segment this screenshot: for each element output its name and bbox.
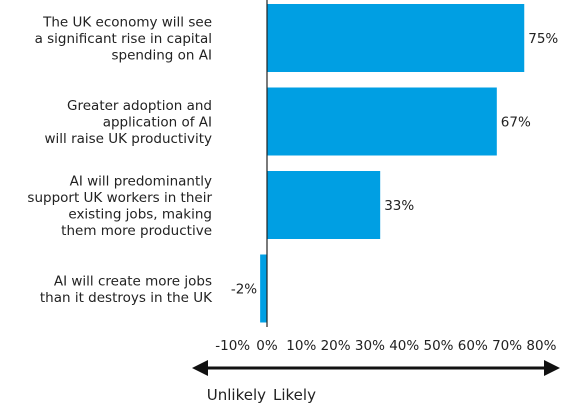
category-label-line: AI will predominantly <box>70 173 212 189</box>
category-label-line: support UK workers in their <box>27 190 212 206</box>
x-tick-label: 80% <box>526 338 556 354</box>
bar <box>267 87 497 156</box>
x-tick-label: 60% <box>458 338 488 354</box>
arrow-right-head <box>544 360 560 376</box>
category-label-line: will raise UK productivity <box>44 131 212 147</box>
x-tick-label: 10% <box>286 338 316 354</box>
bar <box>260 254 267 323</box>
bars-group <box>260 4 525 323</box>
x-tick-labels: -10% 0% 10% 20% 30% 40% 50% 60% 70% 80% <box>215 338 556 354</box>
value-labels: 75% 67% 33% -2% <box>231 31 559 298</box>
value-label: 33% <box>384 198 414 214</box>
arrow-left-head <box>192 360 208 376</box>
value-label: 75% <box>528 31 558 47</box>
category-label-line: spending on AI <box>111 48 212 64</box>
category-labels: The UK economy will see a significant ris… <box>27 15 213 306</box>
likely-label: Likely <box>273 386 316 404</box>
category-label: The UK economy will see a significant ris… <box>35 15 212 64</box>
x-tick-label: 50% <box>423 338 453 354</box>
category-label-line: The UK economy will see <box>42 15 212 31</box>
category-label: AI will predominantly support UK workers … <box>27 173 212 239</box>
direction-arrow <box>192 360 560 376</box>
unlikely-label: Unlikely <box>207 386 266 404</box>
category-label-line: existing jobs, making <box>68 206 212 222</box>
category-label-line: a significant rise in capital <box>35 31 212 47</box>
x-tick-label: -10% <box>215 338 250 354</box>
bar <box>267 171 381 239</box>
category-label-line: AI will create more jobs <box>54 273 212 289</box>
category-label: Greater adoption and application of AI wil… <box>44 98 212 147</box>
bar <box>267 4 525 72</box>
category-label-line: than it destroys in the UK <box>40 290 213 306</box>
x-tick-label: 0% <box>256 338 278 354</box>
x-tick-label: 30% <box>355 338 385 354</box>
category-label-line: application of AI <box>103 115 212 131</box>
category-label-line: them more productive <box>61 223 212 239</box>
value-label: -2% <box>231 282 257 298</box>
x-tick-label: 40% <box>389 338 419 354</box>
category-label: AI will create more jobs than it destroys… <box>40 273 213 306</box>
x-tick-label: 70% <box>492 338 522 354</box>
value-label: 67% <box>501 115 531 131</box>
x-tick-label: 20% <box>321 338 351 354</box>
category-label-line: Greater adoption and <box>67 98 212 114</box>
